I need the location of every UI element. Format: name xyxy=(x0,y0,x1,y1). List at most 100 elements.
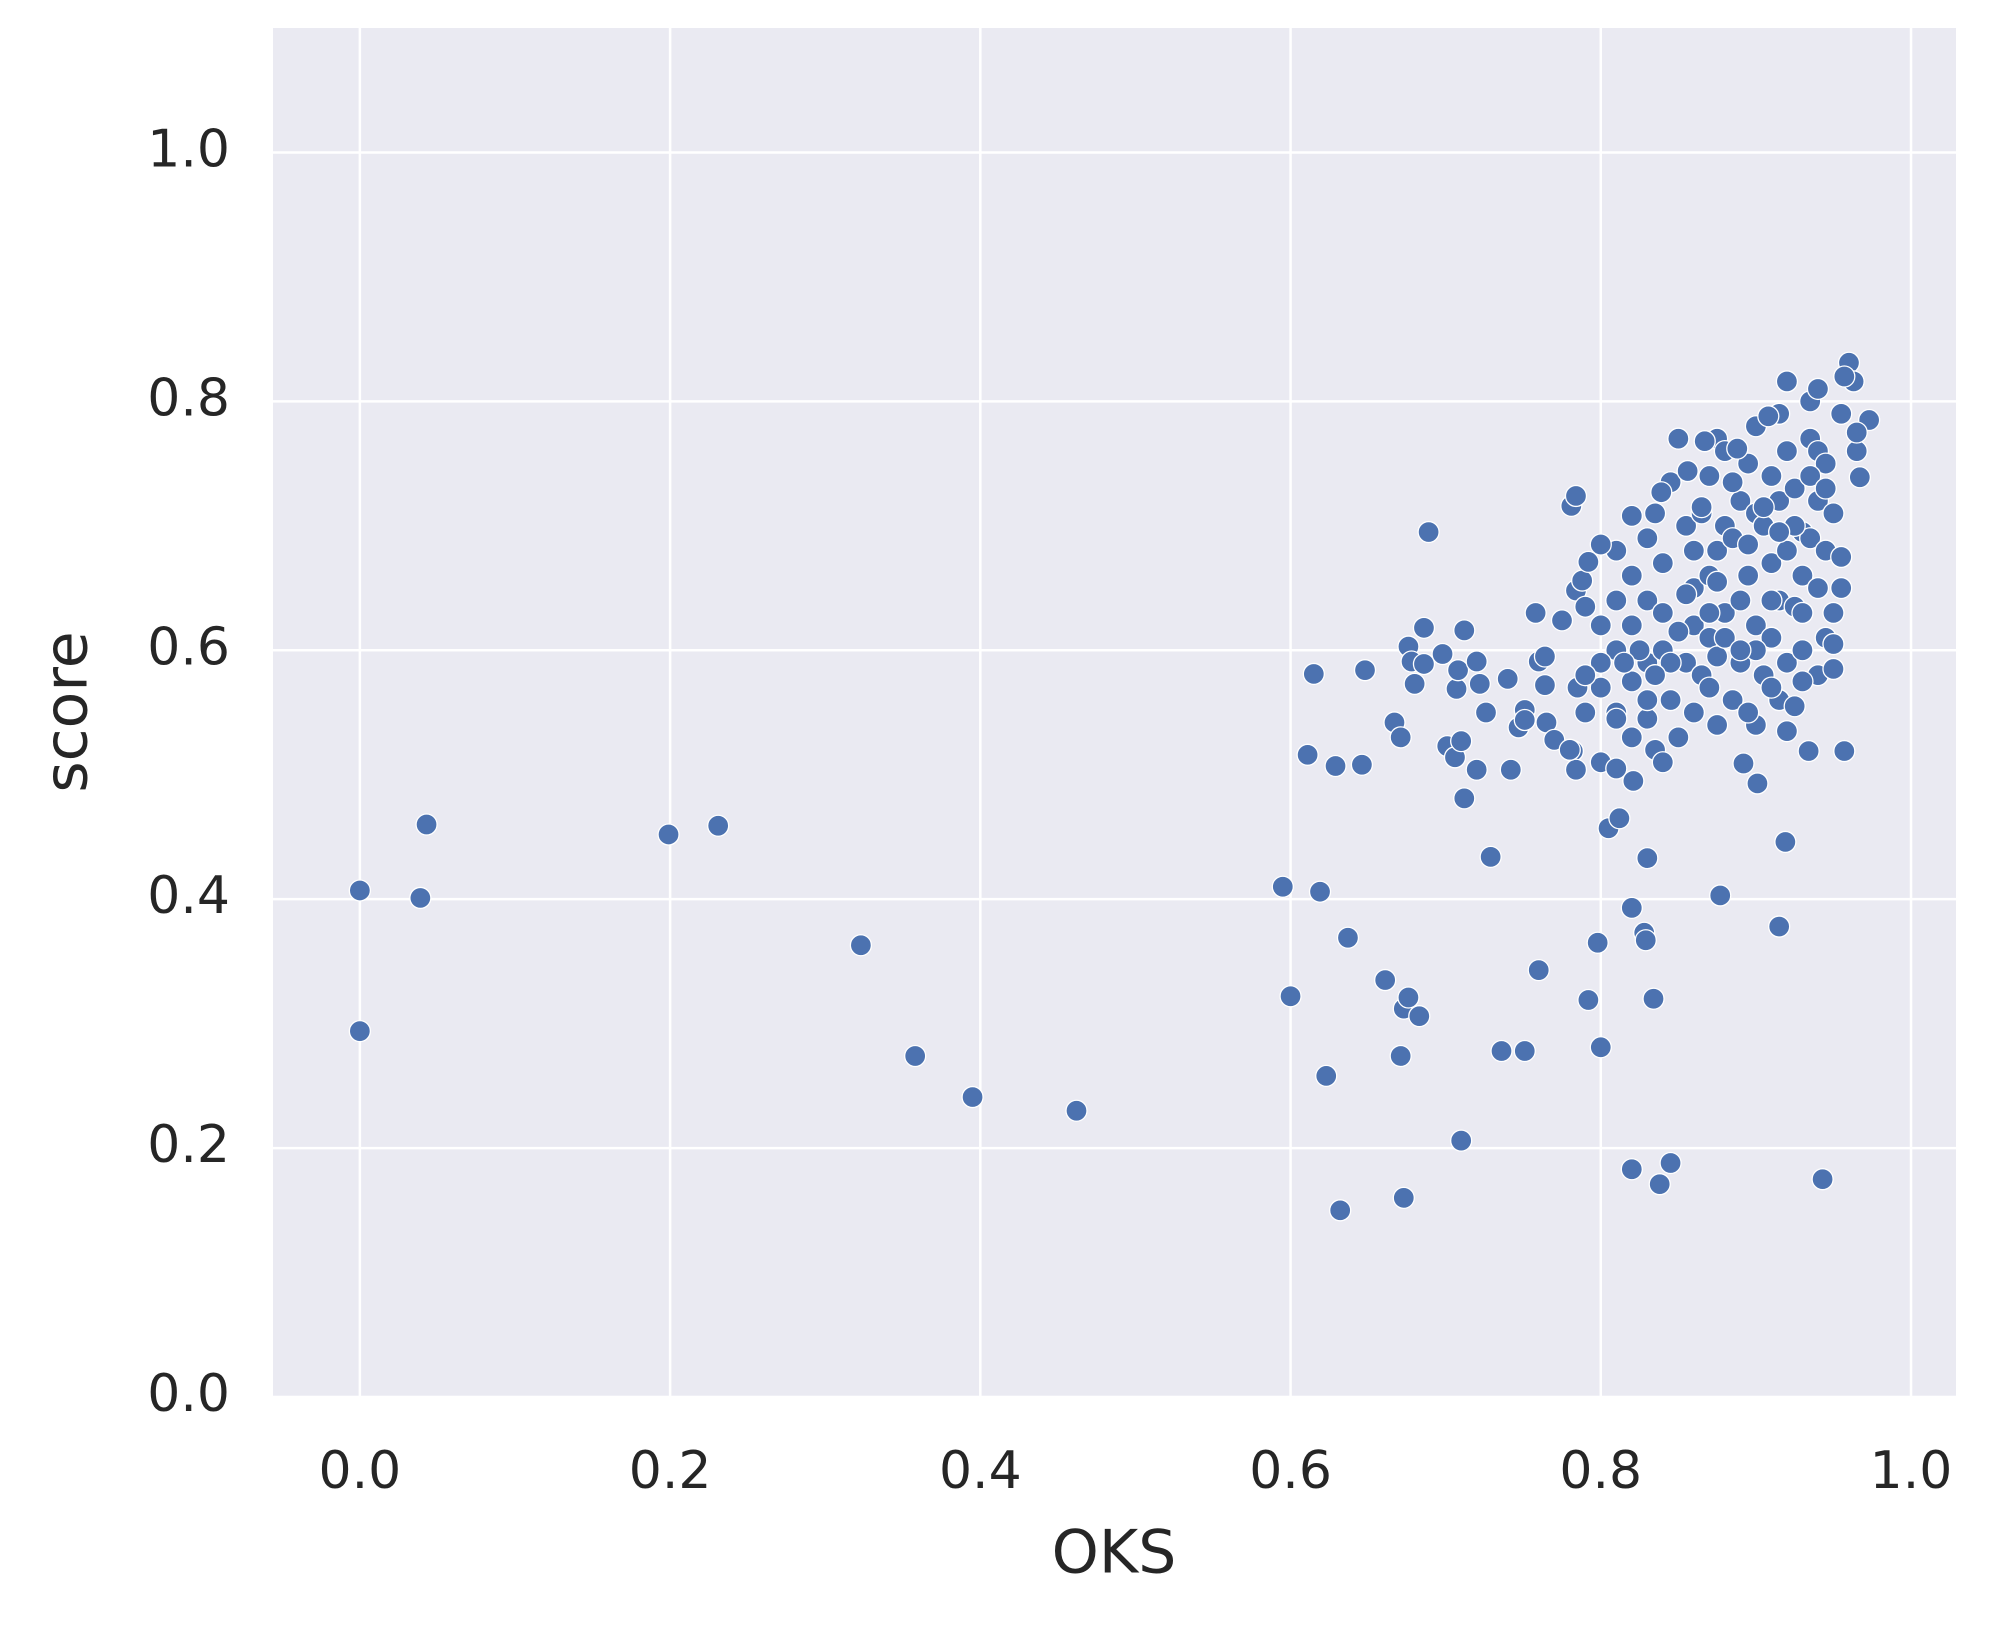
point xyxy=(348,1019,372,1043)
point xyxy=(1350,753,1374,776)
points xyxy=(348,351,1881,1222)
point xyxy=(1589,614,1612,637)
point xyxy=(1589,676,1612,699)
point xyxy=(1605,589,1628,612)
point xyxy=(1636,527,1659,550)
point xyxy=(1709,884,1732,907)
point xyxy=(1324,754,1347,778)
point xyxy=(1589,1036,1612,1059)
point xyxy=(1648,1173,1671,1196)
point xyxy=(1760,589,1783,612)
point xyxy=(1775,539,1799,562)
point xyxy=(1479,845,1502,869)
point xyxy=(1830,402,1853,425)
point xyxy=(849,934,873,957)
point xyxy=(1760,626,1783,649)
point xyxy=(1296,743,1319,766)
point xyxy=(1533,673,1557,697)
point xyxy=(1705,645,1729,668)
point xyxy=(1403,672,1426,696)
point xyxy=(1667,726,1690,749)
point xyxy=(1736,701,1760,724)
point xyxy=(1490,1039,1513,1063)
point xyxy=(1799,464,1822,488)
point xyxy=(1674,514,1698,537)
point xyxy=(1705,713,1729,737)
x-axis-label: OKS xyxy=(1052,1518,1177,1588)
point xyxy=(1577,550,1600,574)
point xyxy=(1450,1129,1473,1152)
x-tick-label: 0.2 xyxy=(629,1441,712,1501)
point xyxy=(1636,688,1659,712)
point xyxy=(415,813,438,836)
y-axis-label: score xyxy=(32,631,102,792)
point xyxy=(707,814,730,837)
point xyxy=(1577,988,1600,1012)
point xyxy=(1308,880,1332,903)
x-tick-label: 1.0 xyxy=(1870,1441,1953,1501)
x-tick-label: 0.8 xyxy=(1559,1441,1642,1501)
point xyxy=(1822,632,1845,656)
point xyxy=(1622,769,1645,793)
x-tick-label: 0.6 xyxy=(1249,1441,1332,1501)
point xyxy=(1690,495,1713,519)
point xyxy=(1279,985,1302,1008)
grid xyxy=(273,28,1956,1399)
point xyxy=(1845,421,1868,444)
point xyxy=(1564,484,1588,508)
point xyxy=(1620,1158,1643,1181)
y-tick-label: 0.4 xyxy=(147,866,230,926)
point xyxy=(1620,896,1643,920)
point xyxy=(1445,677,1468,701)
point xyxy=(1729,489,1752,513)
point xyxy=(1513,708,1536,732)
point xyxy=(1499,758,1522,781)
point xyxy=(1527,958,1550,982)
point xyxy=(1775,370,1799,393)
point xyxy=(1676,459,1699,483)
point xyxy=(1659,651,1682,674)
point xyxy=(1605,707,1628,730)
point xyxy=(1667,427,1690,450)
point xyxy=(1729,639,1752,662)
point xyxy=(1783,477,1806,500)
point xyxy=(1450,729,1473,753)
point xyxy=(1791,670,1814,693)
point xyxy=(1605,757,1628,780)
point xyxy=(657,823,680,846)
point xyxy=(1453,787,1476,810)
point xyxy=(1721,688,1744,712)
point xyxy=(1302,662,1325,686)
point xyxy=(1643,664,1667,687)
point xyxy=(1651,601,1674,625)
x-tick-label: 0.0 xyxy=(319,1441,402,1501)
point xyxy=(1453,619,1476,642)
point xyxy=(1791,639,1814,662)
point xyxy=(1732,752,1755,775)
point xyxy=(1389,726,1412,749)
point xyxy=(1550,609,1574,632)
y-tick-label: 0.0 xyxy=(147,1364,230,1424)
point xyxy=(1791,601,1814,625)
point xyxy=(1620,614,1643,637)
point xyxy=(1612,651,1636,674)
point xyxy=(1736,564,1760,587)
point xyxy=(1830,576,1853,600)
point xyxy=(1667,620,1690,643)
point xyxy=(1636,846,1659,870)
point xyxy=(1620,564,1643,587)
point xyxy=(1620,726,1643,749)
x-tick-label: 0.4 xyxy=(939,1441,1022,1501)
point xyxy=(1636,589,1659,612)
point xyxy=(1431,642,1454,666)
point xyxy=(1412,616,1436,640)
point xyxy=(348,879,372,902)
point xyxy=(1783,695,1806,718)
point xyxy=(1774,830,1797,854)
point xyxy=(1574,701,1597,724)
point xyxy=(1721,471,1744,494)
point xyxy=(1822,502,1845,525)
y-tick-label: 1.0 xyxy=(147,119,230,179)
point xyxy=(1608,807,1631,830)
